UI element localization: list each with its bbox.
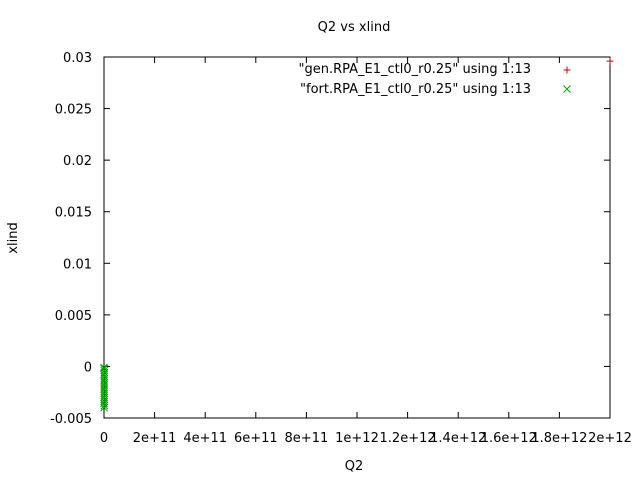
x-tick-label: 2e+12 (588, 431, 632, 446)
data-points (100, 57, 614, 412)
x-tick-label: 1.6e+12 (481, 431, 537, 446)
y-tick-label: 0.015 (55, 206, 92, 221)
legend-marker-fort-cross (563, 85, 571, 93)
y-axis-label: xlind (6, 222, 21, 253)
chart-title: Q2 vs xlind (318, 20, 391, 35)
legend-marker-gen-plus (563, 66, 571, 74)
x-tick-label: 2e+11 (133, 431, 177, 446)
axes: 0 2e+11 4e+11 6e+11 8e+11 1e+12 1.2e+121.4e+12… (50, 51, 632, 446)
x-tick-label: 1.4e+12 (430, 431, 486, 446)
x-tick-label: 1e+12 (335, 431, 379, 446)
legend-label-fort: "fort.RPA_E1_ctl0_r0.25" using 1:13 (300, 82, 531, 97)
y-tick-label: 0.03 (63, 51, 92, 66)
y-tick-label: 0.01 (63, 257, 92, 272)
data-point-fort (100, 403, 108, 412)
legend-label-gen: "gen.RPA_E1_ctl0_r0.25" using 1:13 (299, 62, 532, 77)
x-axis-label: Q2 (345, 459, 364, 474)
legend-cross-symbol (563, 85, 571, 93)
data-point-gen (606, 57, 614, 65)
x-tick-label: 4e+11 (183, 431, 227, 446)
x-tick-label: 0 (100, 431, 108, 446)
y-tick-label: 0.02 (63, 154, 92, 169)
legend-plus-symbol (563, 66, 571, 74)
x-tick-label: 6e+11 (234, 431, 278, 446)
y-tick-label: 0.025 (55, 103, 92, 118)
y-tick-label: -0.005 (50, 412, 92, 427)
plot-frame (103, 56, 611, 419)
y-tick-label: 0.005 (55, 309, 92, 324)
legend: "gen.RPA_E1_ctl0_r0.25" using 1:13 "fort… (299, 62, 571, 97)
x-tick-label: 1.8e+12 (531, 431, 587, 446)
data-point-fort (100, 401, 109, 410)
y-tick-label: 0 (84, 360, 92, 375)
x-tick-label: 8e+11 (285, 431, 329, 446)
x-tick-label: 1.2e+12 (380, 431, 436, 446)
